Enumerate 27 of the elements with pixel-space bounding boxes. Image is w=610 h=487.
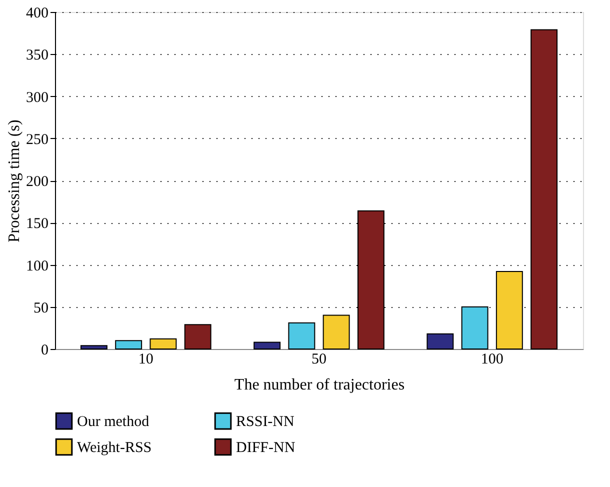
- bar: [288, 322, 316, 350]
- x-tick-label: 10: [138, 352, 154, 368]
- bar: [115, 340, 142, 350]
- bar: [426, 333, 454, 350]
- legend-label: Our method: [77, 414, 150, 430]
- y-tick-label: 100: [26, 258, 48, 274]
- legend-label: Weight-RSS: [77, 440, 152, 456]
- bar: [322, 314, 350, 350]
- y-tick-label: 250: [26, 132, 48, 148]
- y-tick-label: 150: [26, 216, 48, 232]
- x-axis-title: The number of trajectories: [234, 376, 405, 394]
- y-axis-title: Processing time (s): [6, 120, 23, 242]
- y-tick-label: 0: [41, 342, 48, 358]
- legend-label: RSSI-NN: [236, 414, 295, 430]
- bar: [530, 29, 558, 350]
- bar: [184, 324, 212, 350]
- y-tick-label: 300: [26, 90, 48, 106]
- x-tick-label: 50: [312, 352, 326, 368]
- bar: [254, 342, 281, 350]
- x-tick-label: 100: [480, 352, 504, 368]
- y-tick-label: 350: [26, 48, 48, 64]
- legend-label: DIFF-NN: [236, 440, 296, 456]
- y-tick-label: 50: [34, 300, 48, 316]
- y-tick-label: 400: [26, 6, 48, 22]
- bar: [150, 338, 177, 350]
- bar: [80, 345, 108, 350]
- y-tick-label: 200: [26, 174, 48, 190]
